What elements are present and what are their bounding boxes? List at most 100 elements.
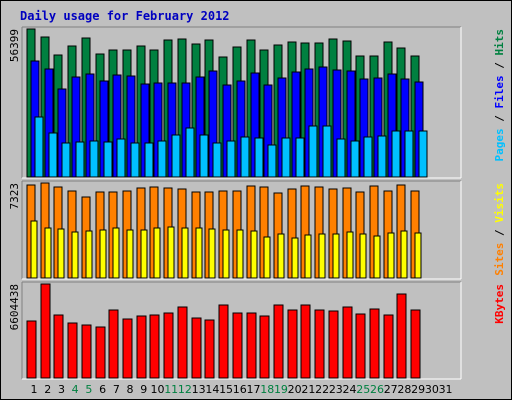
bar-visits-day-6	[99, 229, 107, 279]
bar-kbytes-day-8	[122, 318, 133, 379]
x-tick-label-day-23: 23	[329, 383, 343, 396]
bar-visits-day-11	[167, 226, 175, 279]
bar-visits-day-16	[236, 229, 244, 279]
bar-pages-day-9	[144, 142, 154, 178]
bar-kbytes-day-14	[204, 319, 215, 379]
bar-kbytes-day-16	[232, 312, 243, 379]
x-tick-label-day-5: 5	[85, 383, 92, 396]
bar-visits-day-14	[208, 228, 216, 279]
bar-visits-day-17	[250, 230, 258, 279]
panel-traffic-max-label: 56399	[8, 29, 21, 62]
x-tick-label-day-29: 29	[411, 383, 425, 396]
bar-visits-day-12	[181, 227, 189, 279]
bar-visits-day-26	[373, 235, 381, 279]
x-tick-label-day-19: 19	[274, 383, 288, 396]
bar-visits-day-28	[400, 230, 408, 279]
bar-kbytes-day-13	[191, 317, 202, 379]
bar-pages-day-16	[240, 136, 250, 178]
bar-pages-day-14	[212, 142, 222, 178]
bar-pages-day-13	[199, 134, 209, 178]
bar-visits-day-2	[44, 227, 52, 279]
bar-pages-day-7	[116, 138, 126, 178]
legend-entry-visits-1: /	[493, 223, 506, 243]
x-tick-label-day-10: 10	[150, 383, 164, 396]
x-tick-label-day-27: 27	[384, 383, 398, 396]
bar-kbytes-day-11	[163, 312, 174, 379]
bar-visits-day-3	[57, 228, 65, 279]
bar-pages-day-8	[130, 142, 140, 178]
legend-entry-visits-2: Visits	[493, 183, 506, 223]
x-tick-label-day-30: 30	[425, 383, 439, 396]
legend-entry-traffic-1: /	[493, 109, 506, 129]
x-tick-label-day-17: 17	[247, 383, 261, 396]
bar-pages-day-2	[48, 132, 58, 178]
bar-kbytes-day-21	[300, 304, 311, 379]
bar-kbytes-day-1	[26, 320, 37, 379]
bar-kbytes-day-23	[328, 310, 339, 379]
bar-pages-day-4	[75, 141, 85, 178]
bar-kbytes-day-22	[314, 309, 325, 379]
bar-pages-day-29	[418, 130, 428, 178]
x-tick-label-day-4: 4	[72, 383, 79, 396]
bar-kbytes-day-12	[177, 306, 188, 379]
x-tick-label-day-11: 11	[164, 383, 178, 396]
legend-entry-kbytes-0: KBytes	[493, 284, 506, 324]
x-tick-label-day-18: 18	[260, 383, 274, 396]
legend-entry-traffic-2: Files	[493, 75, 506, 108]
bar-pages-day-1	[34, 116, 44, 178]
bar-pages-day-26	[377, 135, 387, 178]
bar-visits-day-13	[195, 227, 203, 279]
bar-kbytes-day-24	[342, 306, 353, 379]
bar-visits-day-24	[346, 231, 354, 279]
bar-kbytes-day-28	[396, 293, 407, 379]
bar-visits-day-27	[387, 232, 395, 279]
bar-pages-day-22	[322, 125, 332, 178]
bar-pages-day-23	[336, 138, 346, 178]
bar-kbytes-day-6	[95, 326, 106, 379]
bar-pages-day-25	[363, 136, 373, 178]
x-tick-label-day-15: 15	[219, 383, 233, 396]
bar-pages-day-21	[308, 125, 318, 178]
bar-kbytes-day-26	[369, 308, 380, 379]
bar-visits-day-20	[291, 237, 299, 279]
bar-kbytes-day-10	[149, 314, 160, 379]
bar-pages-day-20	[295, 137, 305, 178]
legend-entry-traffic-3: /	[493, 56, 506, 76]
x-tick-label-day-21: 21	[301, 383, 315, 396]
bar-visits-day-10	[153, 227, 161, 279]
bar-kbytes-day-20	[287, 309, 298, 379]
bar-visits-day-8	[126, 229, 134, 279]
bar-visits-day-4	[71, 231, 79, 279]
bar-pages-day-18	[267, 144, 277, 178]
bar-pages-day-12	[185, 127, 195, 178]
bar-kbytes-day-19	[273, 304, 284, 379]
bar-kbytes-day-5	[81, 324, 92, 379]
x-tick-label-day-28: 28	[397, 383, 411, 396]
bar-kbytes-day-4	[67, 322, 78, 379]
x-tick-label-day-26: 26	[370, 383, 384, 396]
bar-pages-day-11	[171, 134, 181, 178]
bar-pages-day-17	[254, 137, 264, 178]
bar-pages-day-27	[391, 130, 401, 178]
x-tick-label-day-31: 31	[439, 383, 453, 396]
bar-pages-day-3	[61, 142, 71, 178]
bar-kbytes-day-15	[218, 304, 229, 379]
bar-pages-day-28	[404, 130, 414, 178]
legend-entry-traffic-4: Hits	[493, 29, 506, 56]
x-tick-label-day-8: 8	[127, 383, 134, 396]
x-tick-label-day-14: 14	[205, 383, 219, 396]
x-tick-label-day-1: 1	[31, 383, 38, 396]
panel-traffic-legend: Pages / Files / Hits	[493, 29, 506, 162]
bar-kbytes-day-3	[53, 314, 64, 379]
bar-visits-day-19	[277, 233, 285, 279]
bar-visits-day-5	[85, 230, 93, 279]
legend-entry-traffic-0: Pages	[493, 128, 506, 161]
panel-visits-legend: Sites / Visits	[493, 183, 506, 276]
bar-kbytes-day-18	[259, 315, 270, 379]
x-tick-label-day-12: 12	[178, 383, 192, 396]
x-tick-label-day-25: 25	[356, 383, 370, 396]
x-tick-label-day-13: 13	[192, 383, 206, 396]
bar-visits-day-9	[140, 229, 148, 279]
bar-kbytes-day-27	[383, 314, 394, 379]
